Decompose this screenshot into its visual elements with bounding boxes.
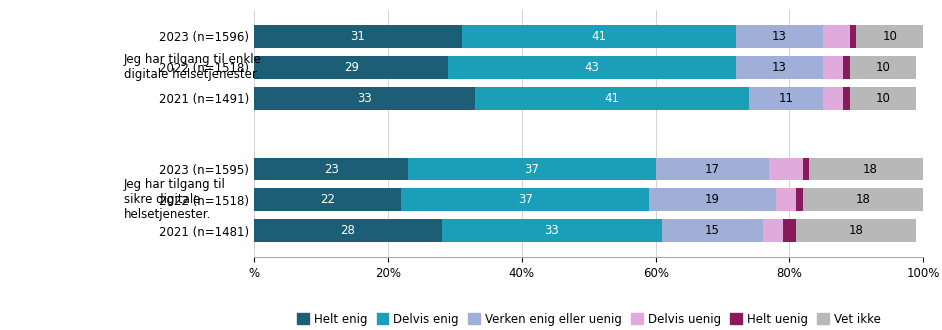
Text: 13: 13 xyxy=(771,30,787,43)
Bar xyxy=(401,188,649,212)
Bar xyxy=(850,56,917,79)
Bar xyxy=(475,87,749,110)
Bar xyxy=(254,219,442,242)
Text: 23: 23 xyxy=(324,162,339,176)
Text: 18: 18 xyxy=(849,224,864,237)
Text: 37: 37 xyxy=(518,193,532,207)
Text: 33: 33 xyxy=(544,224,560,237)
Bar xyxy=(649,188,776,212)
Legend: Helt enig, Delvis enig, Verken enig eller uenig, Delvis uenig, Helt uenig, Vet i: Helt enig, Delvis enig, Verken enig elle… xyxy=(292,308,885,330)
Text: 31: 31 xyxy=(350,30,365,43)
Bar xyxy=(254,188,401,212)
Bar xyxy=(823,25,850,48)
Bar xyxy=(254,56,448,79)
Text: 18: 18 xyxy=(862,162,877,176)
Text: 41: 41 xyxy=(592,30,607,43)
Bar xyxy=(803,157,809,181)
Text: 10: 10 xyxy=(883,30,897,43)
Text: 18: 18 xyxy=(855,193,870,207)
Bar xyxy=(749,87,823,110)
Text: 22: 22 xyxy=(320,193,335,207)
Text: 33: 33 xyxy=(357,92,372,105)
Text: 13: 13 xyxy=(771,61,787,74)
Text: 28: 28 xyxy=(341,224,355,237)
Bar xyxy=(783,219,796,242)
Bar xyxy=(803,188,923,212)
Bar xyxy=(254,157,408,181)
Bar xyxy=(408,157,656,181)
Bar xyxy=(736,25,823,48)
Text: Jeg har tilgang til enkle
digitale helsetjenester.: Jeg har tilgang til enkle digitale helse… xyxy=(124,53,262,82)
Bar xyxy=(850,25,856,48)
Text: Jeg har tilgang til
sikre digitale
helsetjenester.: Jeg har tilgang til sikre digitale helse… xyxy=(124,179,226,221)
Bar xyxy=(662,219,763,242)
Bar xyxy=(843,56,850,79)
Text: 15: 15 xyxy=(705,224,720,237)
Bar xyxy=(462,25,736,48)
Text: 43: 43 xyxy=(585,61,599,74)
Bar xyxy=(776,188,796,212)
Bar xyxy=(856,25,923,48)
Bar xyxy=(823,87,843,110)
Bar xyxy=(763,219,783,242)
Text: 37: 37 xyxy=(525,162,540,176)
Bar xyxy=(254,87,475,110)
Bar xyxy=(448,56,736,79)
Bar xyxy=(736,56,823,79)
Text: 29: 29 xyxy=(344,61,359,74)
Text: 10: 10 xyxy=(876,92,890,105)
Bar xyxy=(809,157,930,181)
Bar xyxy=(850,87,917,110)
Bar xyxy=(843,87,850,110)
Text: 41: 41 xyxy=(605,92,620,105)
Bar xyxy=(656,157,770,181)
Text: 17: 17 xyxy=(705,162,720,176)
Bar xyxy=(823,56,843,79)
Bar xyxy=(796,219,917,242)
Text: 19: 19 xyxy=(705,193,720,207)
Text: 11: 11 xyxy=(778,92,793,105)
Bar xyxy=(796,188,803,212)
Bar xyxy=(254,25,462,48)
Bar xyxy=(770,157,803,181)
Text: 10: 10 xyxy=(876,61,890,74)
Bar xyxy=(442,219,662,242)
